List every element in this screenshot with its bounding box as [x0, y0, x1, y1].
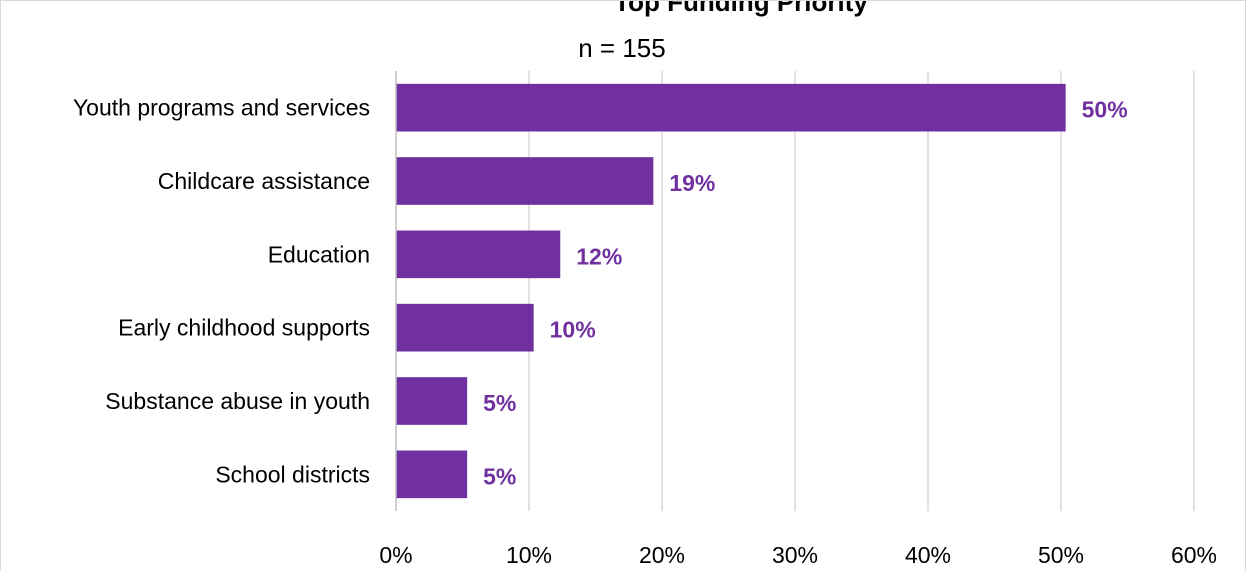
- gridlines: [528, 71, 1195, 511]
- x-tick-label: 20%: [639, 542, 685, 568]
- x-tick-label: 30%: [772, 542, 818, 568]
- value-label: 10%: [550, 317, 596, 343]
- value-label: 50%: [1082, 97, 1128, 123]
- value-label: 12%: [576, 243, 622, 269]
- x-tick-label: 0%: [379, 542, 412, 568]
- value-label: 19%: [669, 170, 715, 196]
- category-label: Early childhood supports: [118, 315, 370, 341]
- bar: [396, 230, 561, 279]
- chart-title: Top Funding Priority: [614, 1, 868, 17]
- bars: [396, 83, 1066, 499]
- bar: [396, 450, 468, 499]
- category-label: Youth programs and services: [73, 95, 370, 121]
- x-tick-label: 40%: [905, 542, 951, 568]
- labels: 0% 10% 20% 30% 40% 50% 60% Youth programs and s…: [73, 95, 1217, 568]
- bar: [396, 377, 468, 425]
- value-label: 5%: [483, 390, 516, 416]
- x-tick-label: 50%: [1038, 542, 1084, 568]
- bar: [396, 157, 654, 205]
- x-tick-label: 60%: [1171, 542, 1217, 568]
- bar: [396, 83, 1066, 132]
- chart-subtitle: n = 155: [578, 33, 665, 63]
- category-label: School districts: [215, 461, 370, 487]
- x-tick-label: 10%: [506, 542, 552, 568]
- category-label: Childcare assistance: [158, 168, 370, 194]
- bar: [396, 303, 534, 352]
- category-label: Substance abuse in youth: [105, 388, 370, 414]
- category-label: Education: [268, 241, 370, 267]
- value-label: 5%: [483, 463, 516, 489]
